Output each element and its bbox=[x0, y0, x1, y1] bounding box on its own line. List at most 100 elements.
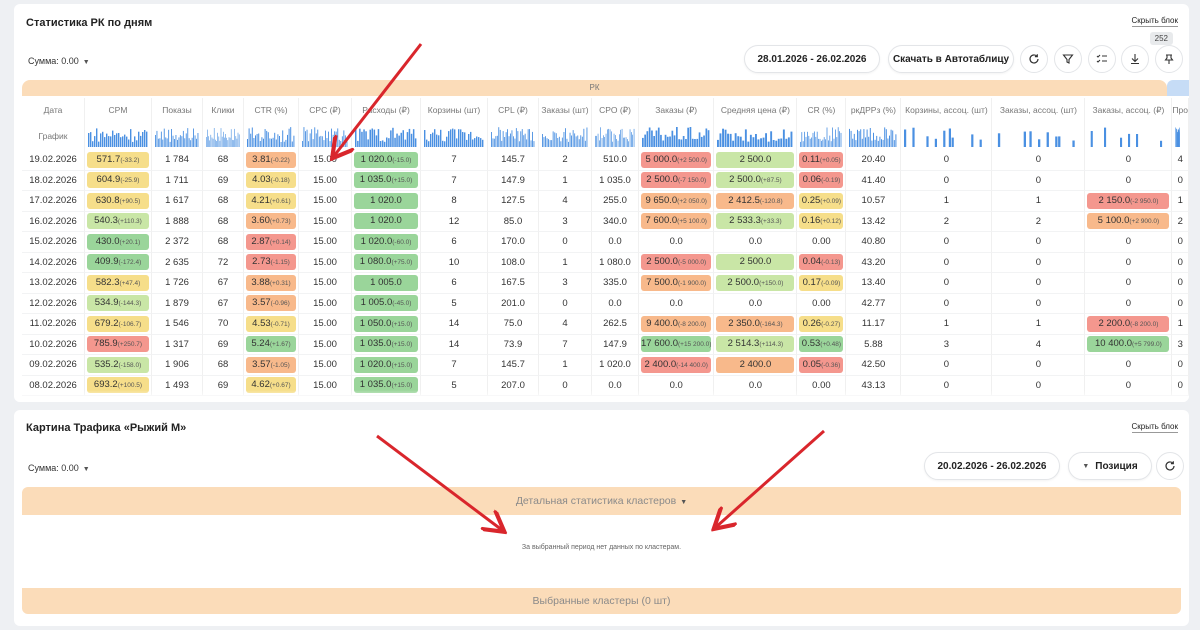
spark-bar bbox=[377, 129, 380, 147]
table-row[interactable]: 17.02.2026 630.8(+90.5) 1 617 68 4.21(+0.61)… bbox=[22, 191, 1189, 212]
position-label: Позиция bbox=[1095, 460, 1138, 472]
download-button[interactable] bbox=[1121, 45, 1149, 73]
table-row[interactable]: 13.02.2026 582.3(+47.4) 1 726 67 3.88(+0.31)… bbox=[22, 273, 1189, 294]
table-cell: 1 906 bbox=[152, 355, 203, 376]
colored-cell: 7 600.0(+5 100.0) bbox=[639, 211, 715, 232]
filter-button[interactable] bbox=[1054, 45, 1082, 73]
sum-dropdown[interactable]: Сумма: 0.00 ▼ bbox=[28, 56, 90, 66]
spark-bar bbox=[98, 141, 100, 147]
spark-bar bbox=[197, 133, 199, 147]
selected-clusters-bar[interactable]: Выбранные кластеры (0 шт) bbox=[22, 588, 1181, 614]
cell-delta: (-8 200.0) bbox=[677, 320, 707, 328]
colored-cell: 2 533.3(+33.3) bbox=[714, 211, 798, 232]
date-cell: 18.02.2026 bbox=[22, 170, 85, 191]
table-cell: 262.5 bbox=[592, 314, 639, 335]
hide-block-link[interactable]: Скрыть блок bbox=[1131, 16, 1178, 27]
position-dropdown[interactable]: ▼ Позиция bbox=[1068, 452, 1152, 480]
spark-bar bbox=[750, 134, 753, 147]
date-range-picker[interactable]: 28.01.2026 - 26.02.2026 bbox=[744, 45, 880, 73]
sparkline bbox=[1085, 122, 1173, 150]
spark-bar bbox=[426, 139, 428, 147]
spark-bar bbox=[608, 128, 609, 147]
table-cell: 0 bbox=[1172, 232, 1189, 253]
cell-value: 1 020.0(-15.0) bbox=[354, 151, 418, 168]
column-header[interactable]: Про bbox=[1172, 98, 1189, 122]
column-header[interactable]: CPO (₽) bbox=[592, 98, 639, 122]
column-header[interactable]: CPM bbox=[85, 98, 152, 122]
column-header[interactable]: Показы bbox=[152, 98, 203, 122]
spark-bar bbox=[283, 141, 285, 147]
cell-delta: (+100.5) bbox=[117, 382, 143, 390]
refresh-button[interactable] bbox=[1156, 452, 1184, 480]
spark-bar bbox=[662, 140, 665, 147]
column-header[interactable]: Дата bbox=[22, 98, 85, 122]
spark-bar bbox=[128, 139, 130, 147]
column-header[interactable]: CR (%) bbox=[797, 98, 847, 122]
spark-bar bbox=[410, 133, 413, 147]
table-row[interactable]: 10.02.2026 785.9(+250.7) 1 317 69 5.24(+1.67… bbox=[22, 334, 1189, 355]
cell-value: 582.3(+47.4) bbox=[87, 274, 149, 291]
table-row[interactable]: 19.02.2026 571.7(-33.2) 1 784 68 3.81(-0.22)… bbox=[22, 150, 1189, 171]
pin-button[interactable] bbox=[1155, 45, 1183, 73]
column-header[interactable]: CPL (₽) bbox=[488, 98, 539, 122]
spark-bar bbox=[100, 133, 102, 147]
table-row[interactable]: 18.02.2026 604.9(-25.9) 1 711 69 4.03(-0.18)… bbox=[22, 170, 1189, 191]
column-header[interactable]: Заказы (шт) bbox=[539, 98, 592, 122]
column-header[interactable]: Заказы (₽) bbox=[639, 98, 715, 122]
column-header[interactable]: Заказы, ассоц. (шт) bbox=[992, 98, 1086, 122]
date-range-picker[interactable]: 20.02.2026 - 26.02.2026 bbox=[924, 452, 1060, 480]
table-row[interactable]: 11.02.2026 679.2(-106.7) 1 546 70 4.53(-0.71… bbox=[22, 314, 1189, 335]
clusters-detail-toggle[interactable]: Детальная статистика кластеров ▼ bbox=[22, 487, 1181, 515]
table-row[interactable]: 15.02.2026 430.0(+20.1) 2 372 68 2.87(+0.14)… bbox=[22, 232, 1189, 253]
sparkline-svg bbox=[88, 128, 148, 147]
column-header[interactable]: Средняя цена (₽) bbox=[714, 98, 798, 122]
spark-bar bbox=[1104, 127, 1107, 147]
spark-bar bbox=[891, 129, 893, 147]
spark-bar bbox=[836, 137, 838, 147]
spark-bar bbox=[827, 127, 828, 147]
table-row[interactable]: 16.02.2026 540.3(+110.3) 1 888 68 3.60(+0.73… bbox=[22, 211, 1189, 232]
spark-bar bbox=[757, 139, 760, 147]
cell-value: 785.9(+250.7) bbox=[87, 336, 149, 353]
spark-bar bbox=[935, 138, 938, 147]
column-header[interactable]: Корзины, ассоц. (шт) bbox=[901, 98, 993, 122]
cell-delta: (+15.0) bbox=[391, 177, 413, 185]
column-header[interactable]: CTR (%) bbox=[244, 98, 299, 122]
table-row[interactable]: 09.02.2026 535.2(-158.0) 1 906 68 3.57(-1.05… bbox=[22, 355, 1189, 376]
spark-bar bbox=[315, 133, 317, 147]
spark-bar bbox=[392, 127, 394, 147]
spark-bar bbox=[450, 129, 452, 147]
spark-bar bbox=[229, 137, 231, 147]
spark-bar bbox=[446, 136, 448, 147]
colored-cell: 0.26(-0.27) bbox=[797, 314, 847, 335]
column-header[interactable]: Заказы, ассоц. (₽) bbox=[1085, 98, 1173, 122]
cell-value: 0.06(-0.19) bbox=[799, 172, 844, 189]
columns-settings-button[interactable] bbox=[1088, 45, 1116, 73]
spark-bar bbox=[523, 135, 525, 147]
column-header[interactable]: Клики bbox=[203, 98, 244, 122]
table-cell: 2 bbox=[992, 211, 1086, 232]
spark-bar bbox=[482, 139, 484, 147]
spark-bar bbox=[146, 131, 148, 147]
column-header[interactable]: CPC (₽) bbox=[299, 98, 352, 122]
column-header[interactable]: ркДРРз (%) bbox=[846, 98, 902, 122]
spark-bar bbox=[725, 129, 727, 147]
hide-block-link[interactable]: Скрыть блок bbox=[1131, 422, 1178, 433]
table-cell: 145.7 bbox=[488, 355, 539, 376]
colored-cell: 0.25(+0.09) bbox=[797, 191, 847, 212]
column-header[interactable]: Корзины (шт) bbox=[421, 98, 488, 122]
table-row[interactable]: 12.02.2026 534.9(-144.3) 1 879 67 3.57(-0.96… bbox=[22, 293, 1189, 314]
spark-bar bbox=[857, 129, 859, 147]
export-autotable-button[interactable]: Скачать в Автотаблицу bbox=[888, 45, 1014, 73]
refresh-button[interactable] bbox=[1020, 45, 1048, 73]
spark-bar bbox=[454, 129, 456, 147]
spark-bar bbox=[132, 141, 134, 147]
column-header[interactable]: Расходы (₽) bbox=[352, 98, 421, 122]
table-cell: 15.00 bbox=[299, 293, 352, 314]
table-row[interactable]: 14.02.2026 409.9(-172.4) 2 635 72 2.73(-1.15… bbox=[22, 252, 1189, 273]
cell-delta: (+250.7) bbox=[117, 341, 143, 349]
colored-cell: 2.87(+0.14) bbox=[244, 232, 299, 253]
spark-bar bbox=[94, 136, 96, 147]
spark-bar bbox=[379, 141, 382, 147]
sum-dropdown[interactable]: Сумма: 0.00 ▼ bbox=[28, 463, 90, 473]
